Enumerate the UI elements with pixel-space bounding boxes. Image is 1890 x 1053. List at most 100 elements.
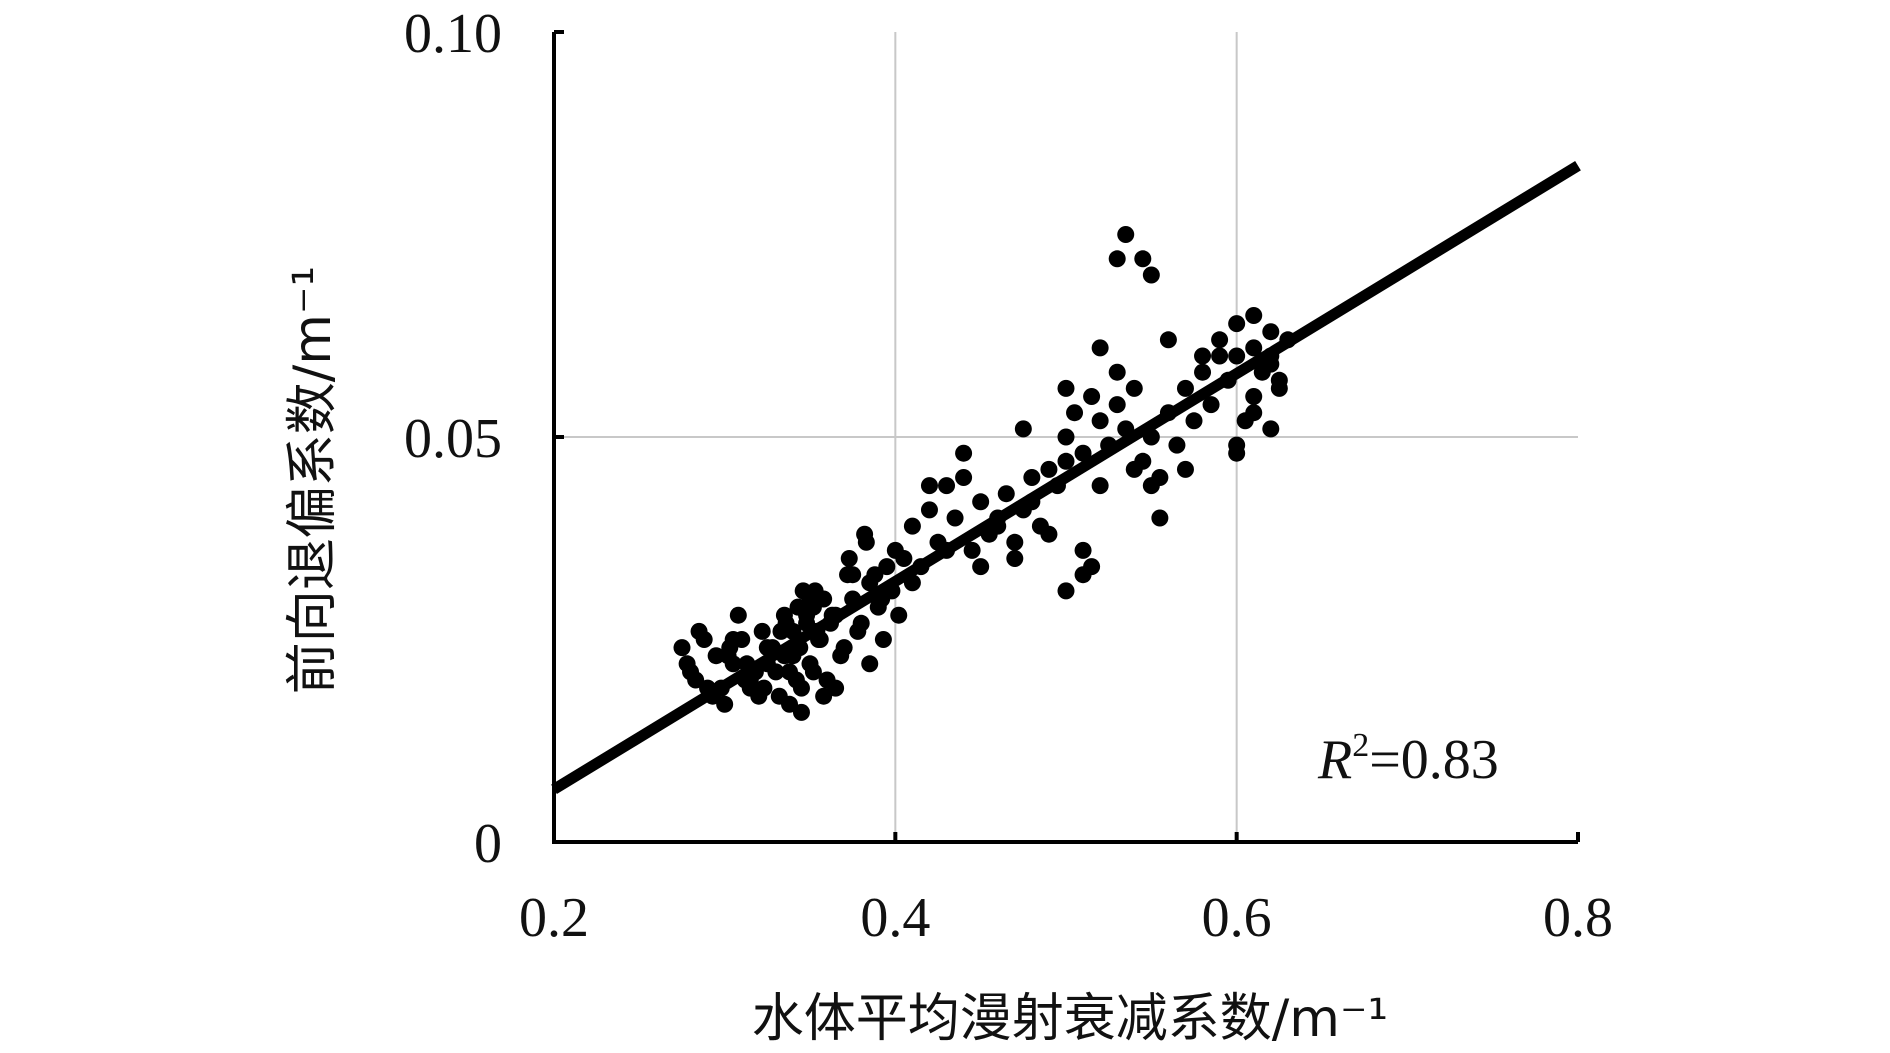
data-point — [707, 647, 725, 665]
data-points — [673, 226, 1297, 721]
data-point — [955, 469, 973, 486]
data-point — [1074, 541, 1092, 559]
data-point — [801, 590, 819, 608]
data-point — [1040, 525, 1058, 543]
data-point — [753, 622, 771, 640]
data-point — [1057, 428, 1075, 446]
data-point — [1023, 469, 1041, 486]
r-superscript: 2 — [1352, 727, 1369, 764]
data-point — [1134, 250, 1152, 268]
data-point — [770, 687, 788, 705]
data-point — [1108, 250, 1126, 268]
data-point — [777, 614, 795, 632]
r-symbol: R — [1317, 729, 1352, 791]
data-point — [1117, 226, 1135, 243]
data-point — [856, 525, 874, 543]
data-point — [1014, 420, 1032, 438]
data-point — [938, 477, 956, 495]
data-point — [878, 558, 896, 576]
data-point — [840, 550, 858, 567]
data-point — [1270, 371, 1288, 389]
regression-line — [551, 160, 1581, 795]
data-point — [1040, 460, 1058, 478]
data-point — [729, 606, 747, 624]
y-tick-label: 0 — [474, 813, 502, 875]
y-tick-label: 0.10 — [404, 3, 502, 65]
data-point — [1057, 379, 1075, 397]
data-point — [1006, 550, 1024, 567]
data-point — [1176, 379, 1194, 397]
data-point — [997, 485, 1015, 503]
data-point — [963, 541, 981, 559]
data-point — [832, 647, 850, 665]
data-point — [874, 631, 892, 648]
data-point — [673, 639, 691, 657]
data-point — [1228, 444, 1246, 462]
data-point — [955, 444, 973, 462]
data-point — [1091, 339, 1109, 357]
data-point — [1108, 363, 1126, 381]
data-point — [1066, 404, 1084, 422]
data-point — [716, 695, 734, 713]
data-point — [1202, 396, 1220, 414]
data-point — [903, 517, 921, 535]
data-point — [890, 606, 908, 624]
data-point — [798, 606, 816, 624]
r-value: =0.83 — [1369, 729, 1499, 791]
data-point — [719, 647, 737, 665]
data-point — [1125, 460, 1143, 478]
data-point — [1159, 331, 1177, 349]
data-point — [1091, 412, 1109, 430]
data-point — [972, 493, 990, 511]
data-point — [861, 655, 879, 673]
data-point — [895, 550, 913, 567]
data-point — [866, 566, 884, 584]
data-point — [827, 679, 845, 697]
data-point — [1006, 533, 1024, 551]
data-point — [1151, 509, 1169, 527]
data-point — [1083, 558, 1101, 576]
x-axis-label: 水体平均漫射衰减系数/m⁻¹ — [752, 989, 1388, 1049]
data-point — [678, 655, 696, 673]
data-point — [1168, 436, 1186, 454]
data-point — [1245, 307, 1263, 324]
x-tick-label: 0.4 — [860, 887, 930, 949]
data-point — [1211, 347, 1229, 365]
data-point — [844, 566, 862, 584]
data-point — [695, 631, 713, 648]
data-point — [1091, 477, 1109, 495]
data-point — [741, 679, 759, 697]
tick-labels: 0.2 0.4 0.6 0.8 0 0.05 0.10 — [404, 3, 1613, 949]
data-point — [1083, 388, 1101, 405]
data-point — [804, 663, 822, 681]
data-point — [1142, 477, 1160, 495]
data-point — [1228, 315, 1246, 333]
data-point — [792, 703, 810, 721]
data-point — [787, 671, 805, 689]
y-axis-label: 前向退偏系数/m⁻¹ — [283, 266, 343, 694]
data-point — [1194, 363, 1212, 381]
data-point — [1228, 347, 1246, 365]
data-point — [1245, 388, 1263, 405]
data-point — [1194, 347, 1212, 365]
data-point — [1057, 582, 1075, 600]
data-point — [946, 509, 964, 527]
x-tick-label: 0.2 — [519, 887, 589, 949]
data-point — [1262, 420, 1280, 438]
data-point — [920, 477, 938, 495]
data-point — [1057, 452, 1075, 470]
r-squared-annotation: R2=0.83 — [1317, 727, 1499, 791]
data-point — [1245, 404, 1263, 422]
data-point — [724, 631, 742, 648]
data-point — [1211, 331, 1229, 349]
data-point — [1176, 460, 1194, 478]
data-point — [1185, 412, 1203, 430]
data-point — [1108, 396, 1126, 414]
axes — [552, 30, 1580, 844]
data-point — [1125, 379, 1143, 397]
data-point — [755, 679, 773, 697]
data-point — [1074, 444, 1092, 462]
data-point — [1142, 266, 1160, 284]
x-tick-label: 0.8 — [1543, 887, 1613, 949]
